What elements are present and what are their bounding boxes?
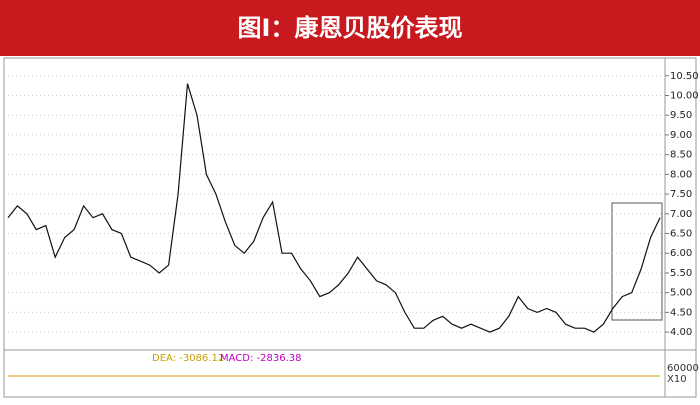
- y-tick-label: 6.00: [670, 248, 692, 259]
- y-tick-label: 8.50: [670, 150, 692, 161]
- volume-scale: 60000: [667, 363, 699, 374]
- y-tick-label: 6.50: [670, 229, 692, 240]
- header-band: [0, 0, 700, 56]
- price-line: [7, 83, 661, 333]
- y-tick-label: 10.00: [670, 90, 699, 101]
- y-tick-label: 7.00: [670, 209, 692, 220]
- highlight-box: [611, 202, 663, 321]
- dea-label: DEA: -3086.12: [152, 353, 224, 364]
- y-tick-label: 8.00: [670, 169, 692, 180]
- volume-multiplier: X10: [667, 374, 687, 385]
- y-tick-label: 10.50: [670, 71, 699, 82]
- y-tick-label: 4.50: [670, 307, 692, 318]
- y-tick-label: 9.00: [670, 130, 692, 141]
- y-tick-label: 5.50: [670, 268, 692, 279]
- macd-label: MACD: -2836.38: [220, 353, 301, 364]
- y-tick-label: 4.00: [670, 327, 692, 338]
- plot-frame: [3, 57, 697, 398]
- y-tick-label: 7.50: [670, 189, 692, 200]
- y-tick-label: 9.50: [670, 110, 692, 121]
- y-tick-label: 5.00: [670, 288, 692, 299]
- chart-title: 图I：康恩贝股价表现: [238, 14, 463, 42]
